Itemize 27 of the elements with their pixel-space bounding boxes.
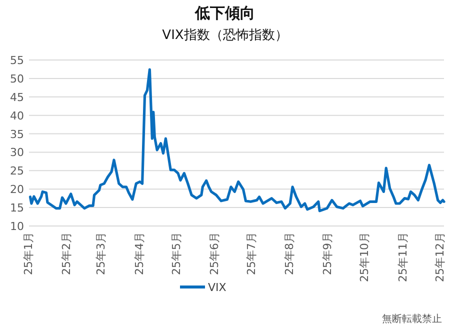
y-tick-label: 25 bbox=[10, 164, 24, 178]
y-tick-label: 50 bbox=[10, 72, 24, 86]
y-tick-label: 55 bbox=[10, 54, 24, 67]
y-tick-label: 40 bbox=[10, 109, 24, 122]
x-tick-label: 25年9月 bbox=[321, 232, 334, 275]
x-tick-label: 25年4月 bbox=[132, 232, 146, 275]
chart-title: 低下傾向 bbox=[194, 4, 255, 22]
x-tick-label: 25年8月 bbox=[283, 232, 296, 275]
chart-subtitle: VIX指数（恐怖指数） bbox=[162, 28, 288, 43]
x-tick-label: 25年10月 bbox=[358, 232, 372, 282]
x-tick-label: 25年5月 bbox=[170, 232, 183, 275]
y-tick-label: 20 bbox=[10, 183, 24, 196]
y-tick-label: 10 bbox=[10, 220, 24, 233]
x-tick-label: 25年12月 bbox=[433, 232, 446, 282]
y-tick-label: 30 bbox=[10, 146, 24, 160]
x-tick-label: 25年11月 bbox=[396, 232, 410, 282]
x-tick-label: 25年1月 bbox=[22, 232, 36, 275]
x-tick-label: 25年7月 bbox=[244, 232, 258, 275]
legend-label: VIX bbox=[208, 281, 227, 294]
y-tick-label: 45 bbox=[10, 90, 24, 104]
x-tick-label: 25年3月 bbox=[94, 232, 108, 275]
y-tick-label: 15 bbox=[10, 202, 24, 215]
line-series bbox=[28, 68, 446, 212]
text: 無断転載禁止 bbox=[382, 313, 442, 325]
y-tick-label: 35 bbox=[10, 128, 24, 141]
x-tick-label: 25年2月 bbox=[60, 232, 74, 275]
x-tick-label: 25年6月 bbox=[208, 232, 221, 275]
